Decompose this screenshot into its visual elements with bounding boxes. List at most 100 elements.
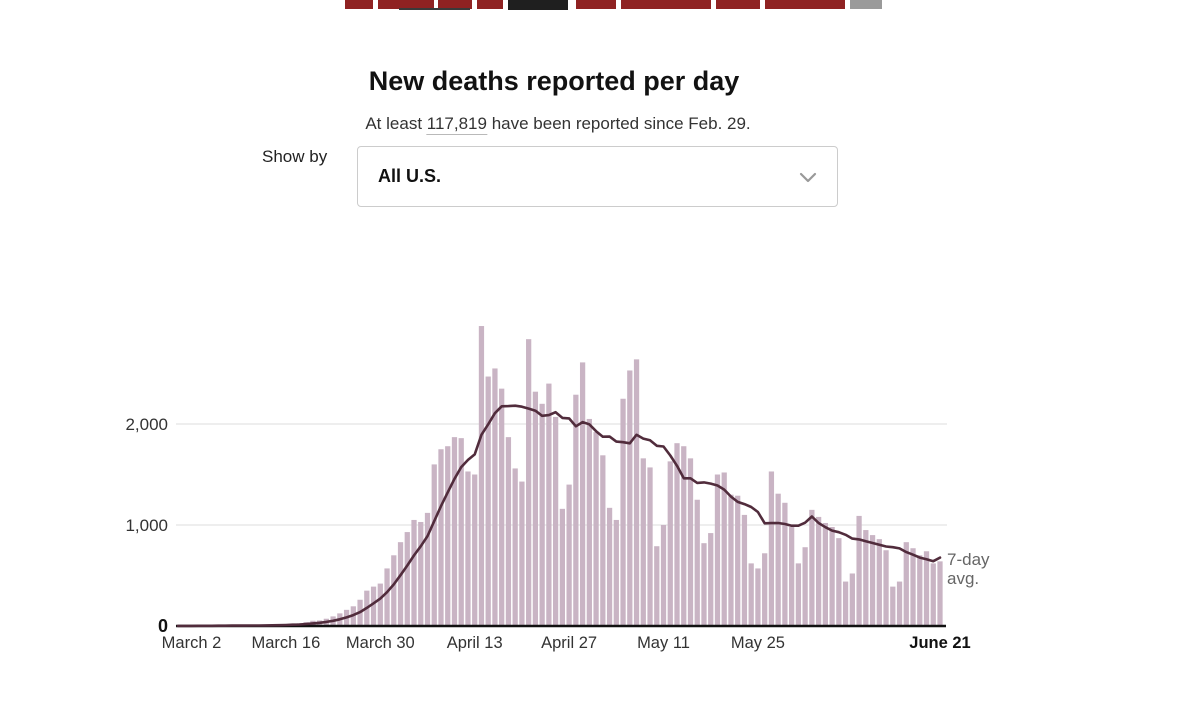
x-tick-label: June 21 [909,634,970,652]
bar[interactable] [478,326,485,626]
bar[interactable] [795,563,802,626]
deaths-chart-plot[interactable]: 0 1,000 2,000 March 2 March 16 March 30 April … [120,290,1020,690]
death-count-link[interactable]: 117,819 [426,114,487,135]
bar[interactable] [411,519,417,626]
subtitle-suffix: have been reported since Feb. 29. [486,114,751,133]
bar[interactable] [755,568,761,626]
bar[interactable] [815,516,822,626]
bar[interactable] [566,484,572,626]
bar[interactable] [512,468,518,626]
seven-day-avg-label: 7-day avg. [947,550,1005,588]
x-tick-label: April 27 [541,634,597,652]
chart-subtitle: At least 117,819 have been reported sinc… [365,114,751,135]
bar[interactable] [822,522,828,626]
bar[interactable] [721,472,727,626]
bar[interactable] [937,561,943,626]
bar[interactable] [741,514,748,626]
bar[interactable] [397,542,404,626]
bar[interactable] [526,339,532,626]
bar[interactable] [640,458,646,626]
bar[interactable] [829,527,835,626]
bar[interactable] [647,467,653,626]
bar[interactable] [552,416,559,626]
bar[interactable] [600,455,606,626]
bar[interactable] [869,535,876,626]
bar[interactable] [748,563,754,626]
bar[interactable] [910,548,916,626]
bar[interactable] [377,583,383,626]
bar[interactable] [694,499,700,626]
x-tick-label: March 16 [252,634,321,652]
bar[interactable] [876,539,882,626]
bar[interactable] [735,495,741,626]
bar[interactable] [451,437,458,626]
clipped-text-fragment [438,0,472,9]
bar[interactable] [546,383,552,626]
bar[interactable] [384,568,390,626]
bar[interactable] [485,376,491,626]
bar[interactable] [782,502,788,626]
bar[interactable] [762,553,768,626]
bar[interactable] [701,543,707,626]
bar[interactable] [917,555,923,626]
clipped-text-fragment [345,0,373,9]
bar[interactable] [505,437,512,626]
bar[interactable] [404,532,410,626]
bar[interactable] [890,586,896,626]
bar[interactable] [613,519,619,626]
bar[interactable] [539,403,545,626]
bar[interactable] [654,546,660,626]
bar[interactable] [606,507,613,626]
bar[interactable] [802,547,808,626]
bar[interactable] [660,525,667,626]
bar[interactable] [593,432,599,626]
bar[interactable] [519,481,525,626]
clipped-text-fragment [621,0,711,9]
bar[interactable] [883,550,889,626]
y-tick-label: 2,000 [125,415,168,434]
bar[interactable] [728,494,734,626]
bar[interactable] [863,530,869,626]
bar[interactable] [559,508,566,626]
bar[interactable] [714,474,721,627]
bar[interactable] [856,515,862,626]
bar[interactable] [579,362,586,626]
bar[interactable] [465,471,471,626]
region-select[interactable]: All U.S. [357,146,838,207]
bar[interactable] [445,446,451,626]
bar[interactable] [573,394,579,626]
clipped-gray-fragment [850,0,882,9]
bar[interactable] [849,573,855,626]
bar[interactable] [532,391,539,626]
bar[interactable] [923,551,930,626]
bar[interactable] [438,449,444,626]
bar[interactable] [424,512,431,626]
bar[interactable] [418,521,424,626]
bar[interactable] [903,542,909,626]
bar[interactable] [370,586,377,626]
bar[interactable] [836,538,842,626]
x-tick-label: May 25 [731,634,785,652]
bar[interactable] [896,581,903,626]
bar[interactable] [627,370,633,626]
bar[interactable] [586,418,592,626]
bar[interactable] [431,464,437,626]
bar[interactable] [472,474,478,627]
bar[interactable] [789,527,795,626]
bar[interactable] [930,563,936,626]
bar[interactable] [775,493,781,626]
bar[interactable] [768,471,775,626]
bar[interactable] [499,388,505,626]
bar[interactable] [492,368,498,626]
bar[interactable] [667,461,673,626]
bar[interactable] [633,359,640,626]
bar[interactable] [708,533,714,626]
bar[interactable] [674,443,680,626]
bar[interactable] [842,581,849,626]
bar[interactable] [391,555,397,626]
bar[interactable] [687,458,694,626]
bar[interactable] [809,509,815,626]
bar[interactable] [620,398,626,626]
bar[interactable] [681,446,687,626]
bar[interactable] [458,438,464,626]
